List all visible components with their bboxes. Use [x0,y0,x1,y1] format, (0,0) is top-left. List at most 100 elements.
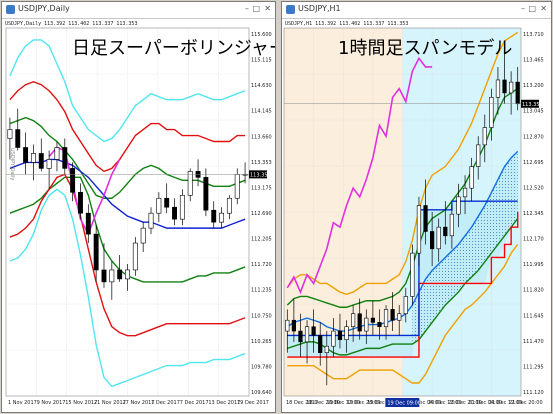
y-tick-label: 115.600 [251,32,272,38]
candle-body [291,319,296,332]
series-line-bb_outer_lower [287,244,519,384]
close-icon[interactable]: ✕ [264,4,271,13]
y-tick-label: 109.780 [251,364,272,370]
series-line-bb_outer_upper [286,31,519,295]
x-tick-label: 9 Nov 2017 [37,400,66,406]
candle-body [15,129,21,148]
candle-body [226,197,232,214]
y-tick-label: 112.870 [523,134,544,140]
candle-body [403,296,408,315]
left-window-title: USDJPY,Daily [18,4,70,13]
y-tick-label: 111.120 [523,390,544,396]
right-title-bar[interactable]: USDJPY,H1 – □ ✕ [282,2,551,19]
y-tick-label: 111.720 [251,262,272,268]
left-chart-canvas[interactable]: 115.600 115.115 114.630 114.145 113.660 113.3… [2,18,275,412]
x-tick-label: 7 Dec 2017 [180,400,209,406]
minimize-icon[interactable]: – [521,4,525,13]
series-line-mid_line [286,150,519,332]
minimize-icon[interactable]: – [245,4,249,13]
y-tick-label: 111.645 [523,313,544,319]
candle-body [54,147,60,160]
candle-body [85,212,91,235]
candle-body [495,79,501,98]
candle-body [509,81,514,94]
x-tick-label: 27 Nov 2017 [123,400,155,406]
left-chart-window[interactable]: USDJPY,Daily – □ ✕ USDJPY,Daily 113.392 … [1,1,276,413]
series-line-sigma3_upper [9,39,246,143]
candle-body [156,197,162,214]
candle-body [140,227,146,244]
y-tick-label: 113.175 [251,185,272,191]
candle-body [7,129,13,139]
maximize-icon[interactable]: □ [528,4,536,13]
candle-body [410,252,415,297]
chart-window-icon [286,5,295,14]
candle-body [30,153,36,163]
candle-body [364,317,369,332]
y-tick-label: 111.295 [523,364,544,370]
x-tick-label: 19 Dec 04:00 [367,400,401,406]
candle-body [132,242,138,271]
candle-body [172,206,177,220]
x-tick-label: 19 Dec 12:00 [327,400,361,406]
candle-body [179,194,185,220]
candle-body [383,309,389,328]
candle-body [164,197,170,208]
y-tick-label: 112.170 [523,237,544,243]
highlighted-date-label: 19 Dec 09:00 [387,401,421,407]
x-tick-label: 21 Dec 20:00 [509,400,543,406]
close-icon[interactable]: ✕ [540,4,547,13]
y-tick-label: 110.265 [251,339,272,345]
candle-body [449,213,454,237]
x-tick-label: 20 Dec 20:00 [448,400,482,406]
candle-body [38,153,44,169]
y-tick-label: 113.660 [251,134,272,140]
series-line-lagging_span [286,56,433,295]
candle-body [219,212,225,223]
y-tick-label: 111.995 [523,262,544,268]
candle-body [203,177,209,211]
candle-body [318,335,323,354]
candle-body [78,191,83,214]
right-chart-window[interactable]: USDJPY,H1 – □ ✕ USDJPY,H1 113.392 113.40… [281,1,552,413]
candle-body [234,174,240,199]
candle-body [46,159,52,169]
y-tick-label: 112.690 [251,211,272,217]
left-title-bar[interactable]: USDJPY,Daily – □ ✕ [2,2,275,19]
x-tick-label: 20 Dec 12:00 [428,400,462,406]
candle-body [482,127,487,146]
current-price-box [249,170,267,179]
x-tick-label: 21 Dec 12:00 [489,400,523,406]
candle-body [443,226,448,237]
series-line-sigma3_lower [9,188,246,388]
y-tick-label: 110.750 [251,313,272,319]
right-chart-canvas[interactable]: 113.710 113.465 113.200 113.045 112.870 112.6… [282,18,551,412]
y-tick-label: 111.235 [251,288,272,294]
series-line-sigma2_upper [9,81,246,173]
left-ohlc-info: USDJPY,Daily 113.392 113.402 113.337 113… [5,21,138,27]
candle-body [344,326,349,341]
y-tick-label: 112.520 [523,185,544,191]
candle-body [436,226,441,250]
left-side-label: USDJPY,Daily [9,148,15,180]
y-tick-label: 112.205 [251,237,272,243]
y-tick-label: 112.695 [523,160,544,166]
candle-body [423,205,428,232]
x-tick-label: 1 Nov 2017 [8,400,37,406]
candle-body [117,269,123,280]
y-tick-label: 114.630 [251,83,272,89]
x-tick-label: 18 Dec 2017 [286,400,318,406]
series-line-sigma2_lower [9,173,246,337]
maximize-icon[interactable]: □ [252,4,260,13]
candle-body [476,144,481,167]
y-tick-label: 113.353 [251,160,272,166]
candle-body [148,212,154,229]
chart-annotation-title: 1時間足スパンモデル [338,38,512,59]
x-tick-label: 19 Dec 20:00 [347,400,381,406]
y-tick-label: 113.045 [523,109,544,115]
candle-body [397,313,402,321]
candle-body [489,96,494,128]
y-tick-label: 114.145 [251,109,272,115]
candle-body [469,166,474,189]
candle-body [370,317,375,323]
